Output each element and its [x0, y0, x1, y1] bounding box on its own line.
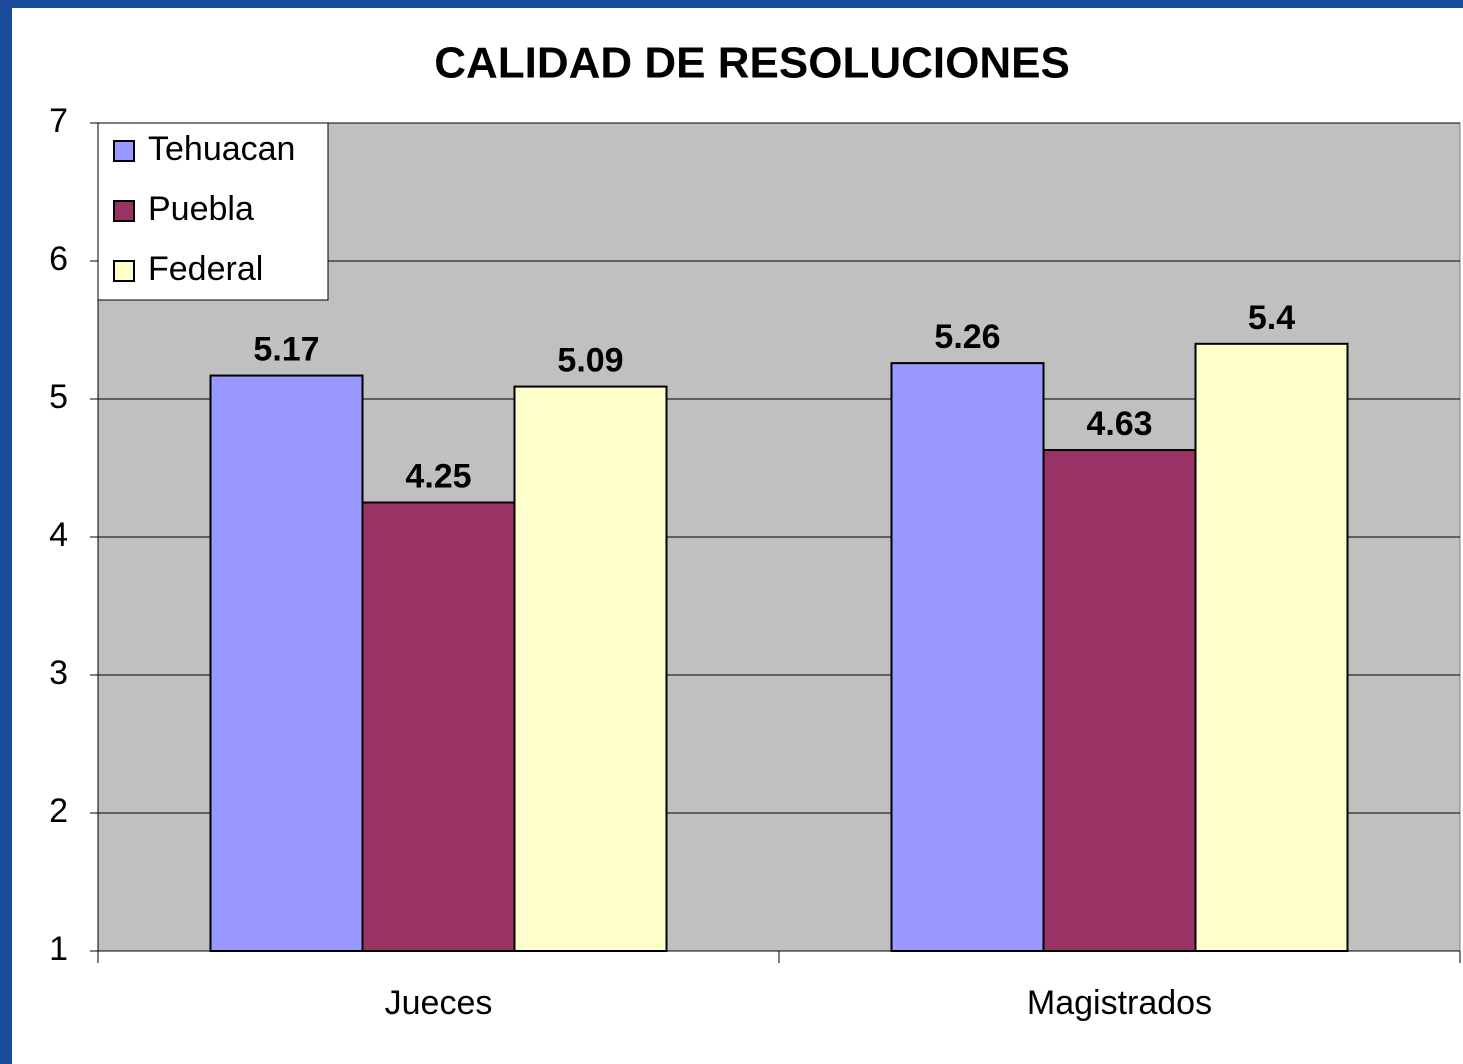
y-tick-label: 5	[49, 378, 68, 416]
x-tick-label: Magistrados	[1027, 984, 1212, 1022]
bar	[513, 385, 668, 952]
bar	[361, 501, 516, 952]
legend-label: Tehuacan	[148, 130, 295, 168]
bar	[1194, 342, 1349, 952]
value-label: 5.26	[934, 318, 1000, 356]
chart-title: CALIDAD DE RESOLUCIONES	[434, 39, 1070, 88]
legend-label: Federal	[148, 250, 263, 288]
y-tick-label: 3	[49, 654, 68, 692]
legend	[97, 122, 329, 301]
legend-swatch	[113, 140, 135, 162]
y-tick-label: 7	[49, 102, 68, 140]
legend-swatch	[113, 200, 135, 222]
bar	[890, 362, 1045, 952]
value-label: 5.17	[253, 331, 319, 369]
legend-swatch	[113, 260, 135, 282]
x-tick-label: Jueces	[385, 984, 493, 1022]
y-tick-label: 4	[49, 516, 68, 554]
bar	[1042, 449, 1197, 952]
bar	[209, 374, 364, 953]
legend-label: Puebla	[148, 190, 254, 228]
y-tick-label: 1	[49, 930, 68, 968]
y-tick-label: 6	[49, 240, 68, 278]
y-tick-label: 2	[49, 792, 68, 830]
value-label: 5.4	[1248, 299, 1295, 337]
value-label: 4.25	[405, 457, 471, 495]
value-label: 4.63	[1086, 405, 1152, 443]
value-label: 5.09	[557, 342, 623, 380]
